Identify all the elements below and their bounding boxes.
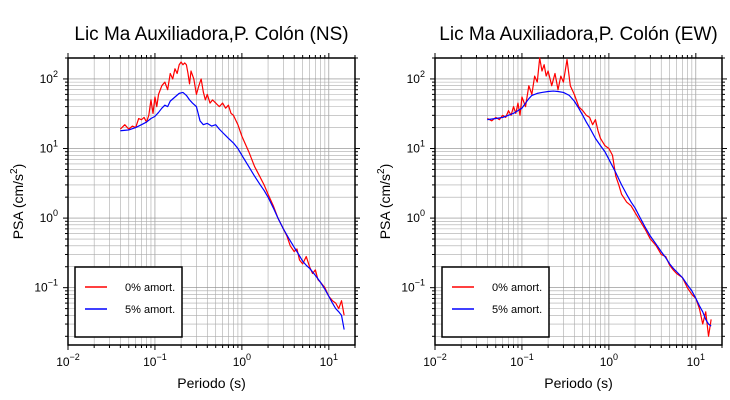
ns-legend-box: [74, 266, 183, 338]
ns-x-tick-label: 10−2: [56, 352, 80, 369]
ns-chart-title: Lic Ma Auxiliadora,P. Colón (NS): [74, 24, 348, 45]
ew-axis-ticks: [430, 53, 727, 350]
ns-series-damping-0-line: [119, 61, 345, 316]
ew-legend: 0% amort. 5% amort.: [441, 266, 550, 338]
ew-x-tick-label: 10−2: [423, 352, 447, 369]
ew-chart-title: Lic Ma Auxiliadora,P. Colón (EW): [439, 24, 717, 45]
ew-plot-frame: [434, 57, 723, 346]
ew-legend-label: 0% amort.: [492, 282, 542, 294]
ns-y-tick-label: 101: [40, 139, 58, 156]
ns-legend-label: 0% amort.: [125, 282, 175, 294]
ew-y-tick-label: 100: [407, 208, 425, 225]
ns-x-tick-label: 10−1: [143, 352, 167, 369]
ns-plot-frame: [67, 57, 356, 346]
ns-y-tick-label: 10−1: [34, 278, 58, 295]
ns-x-axis-label: Periodo (s): [177, 375, 245, 391]
ns-legend: 0% amort. 5% amort.: [74, 266, 183, 338]
ew-series-damping-5-line: [487, 90, 712, 327]
ns-y-axis-label: PSA (cm/s2): [9, 164, 26, 240]
ew-legend-label: 5% amort.: [492, 304, 542, 316]
ew-series-damping-0-line: [487, 57, 712, 337]
ew-x-axis-label: Periodo (s): [544, 375, 612, 391]
ns-x-tick-label: 100: [233, 352, 251, 369]
ns-legend-label: 5% amort.: [125, 304, 175, 316]
ns-series-damping-5-line: [120, 91, 345, 330]
ew-y-tick-label: 10−1: [401, 278, 425, 295]
ew-y-tick-label: 101: [407, 139, 425, 156]
ew-x-tick-label: 101: [687, 352, 705, 369]
ns-y-tick-label: 100: [40, 208, 58, 225]
ns-x-tick-label: 101: [320, 352, 338, 369]
ns-y-tick-label: 102: [40, 69, 58, 86]
ew-chart: Lic Ma Auxiliadora,P. Colón (EW) 10−2 10−1…: [376, 24, 727, 391]
ew-x-tick-label: 10−1: [510, 352, 534, 369]
ew-y-axis-label: PSA (cm/s2): [376, 164, 393, 240]
ns-chart: Lic Ma Auxiliadora,P. Colón (NS) 10−2 10−1…: [9, 24, 360, 391]
ns-axis-ticks: [63, 53, 360, 350]
ew-legend-box: [441, 266, 550, 338]
ew-x-tick-label: 100: [600, 352, 618, 369]
ew-y-tick-label: 102: [407, 69, 425, 86]
